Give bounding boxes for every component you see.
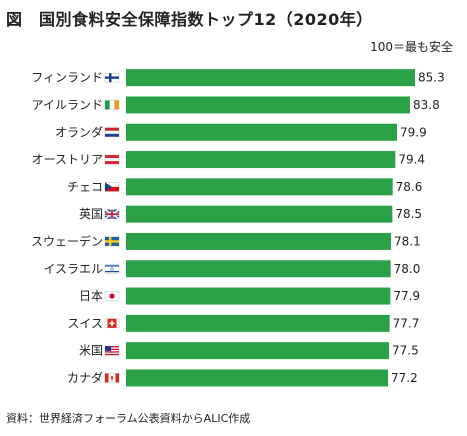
switzerland-flag-icon [104,318,120,329]
austria-flag-icon [104,154,120,165]
value-label: 78.5 [395,207,422,221]
bar [126,314,390,332]
bar [126,369,388,387]
bar-row: 英国 78.5 [79,205,422,223]
bar-row: カナダ 77.2 [67,369,418,387]
bar-row: アイルランド 83.8 [32,96,440,114]
bar [126,123,397,141]
value-label: 77.7 [393,316,420,330]
category-label: カナダ [67,370,103,385]
source-note: 資料：世界経済フォーラム公表資料からALIC作成 [6,412,251,425]
bar [126,151,396,169]
category-label: イスラエル [43,262,103,276]
finland-flag-icon [104,72,120,83]
uk-flag-icon [104,208,120,220]
value-label: 77.5 [392,344,419,358]
scale-note: 100＝最も安全 [370,40,453,54]
category-label: チェコ [67,180,103,194]
bar [126,232,391,250]
bar-row: イスラエル 78.0 [43,260,421,278]
netherlands-flag-icon [104,127,120,137]
chart-title: 図 国別食料安全保障指数トップ12（2020年） [6,10,373,29]
bar-row: フィンランド 85.3 [31,69,445,87]
bar-row: オランダ 79.9 [55,123,427,141]
value-label: 83.8 [413,98,440,112]
value-label: 77.2 [391,371,418,385]
sweden-flag-icon [104,236,120,247]
bar [126,342,389,360]
bar [126,287,391,305]
value-label: 85.3 [418,71,445,85]
bar [126,178,393,196]
bar [126,260,391,278]
category-label: スイス [67,316,103,330]
israel-flag-icon [104,264,120,274]
category-label: 日本 [79,289,103,303]
value-label: 78.1 [394,234,421,248]
category-label: スウェーデン [31,233,103,248]
ireland-flag-icon [104,100,120,110]
bar-row: チェコ 78.6 [67,178,423,196]
category-label: 英国 [79,207,103,221]
bar-row: オーストリア 79.4 [32,151,425,169]
canada-flag-icon [104,373,120,383]
usa-flag-icon [104,345,120,356]
value-label: 79.9 [400,125,427,139]
bar [126,69,415,87]
bar-row: 米国 77.5 [79,342,419,360]
bar-row: スウェーデン 78.1 [31,232,421,250]
japan-flag-icon [104,291,120,301]
value-label: 79.4 [398,153,425,167]
czech-flag-icon [104,182,120,192]
category-label: 米国 [79,344,103,358]
value-label: 77.9 [393,289,420,303]
value-label: 78.0 [394,262,421,276]
value-label: 78.6 [396,180,423,194]
bar [126,205,393,223]
category-label: アイルランド [32,98,103,112]
category-label: オーストリア [32,153,103,167]
category-label: オランダ [55,124,103,139]
bar-row: スイス 77.7 [67,314,420,332]
category-label: フィンランド [31,71,103,85]
bar-row: 日本 77.9 [79,287,420,305]
bar [126,96,410,114]
